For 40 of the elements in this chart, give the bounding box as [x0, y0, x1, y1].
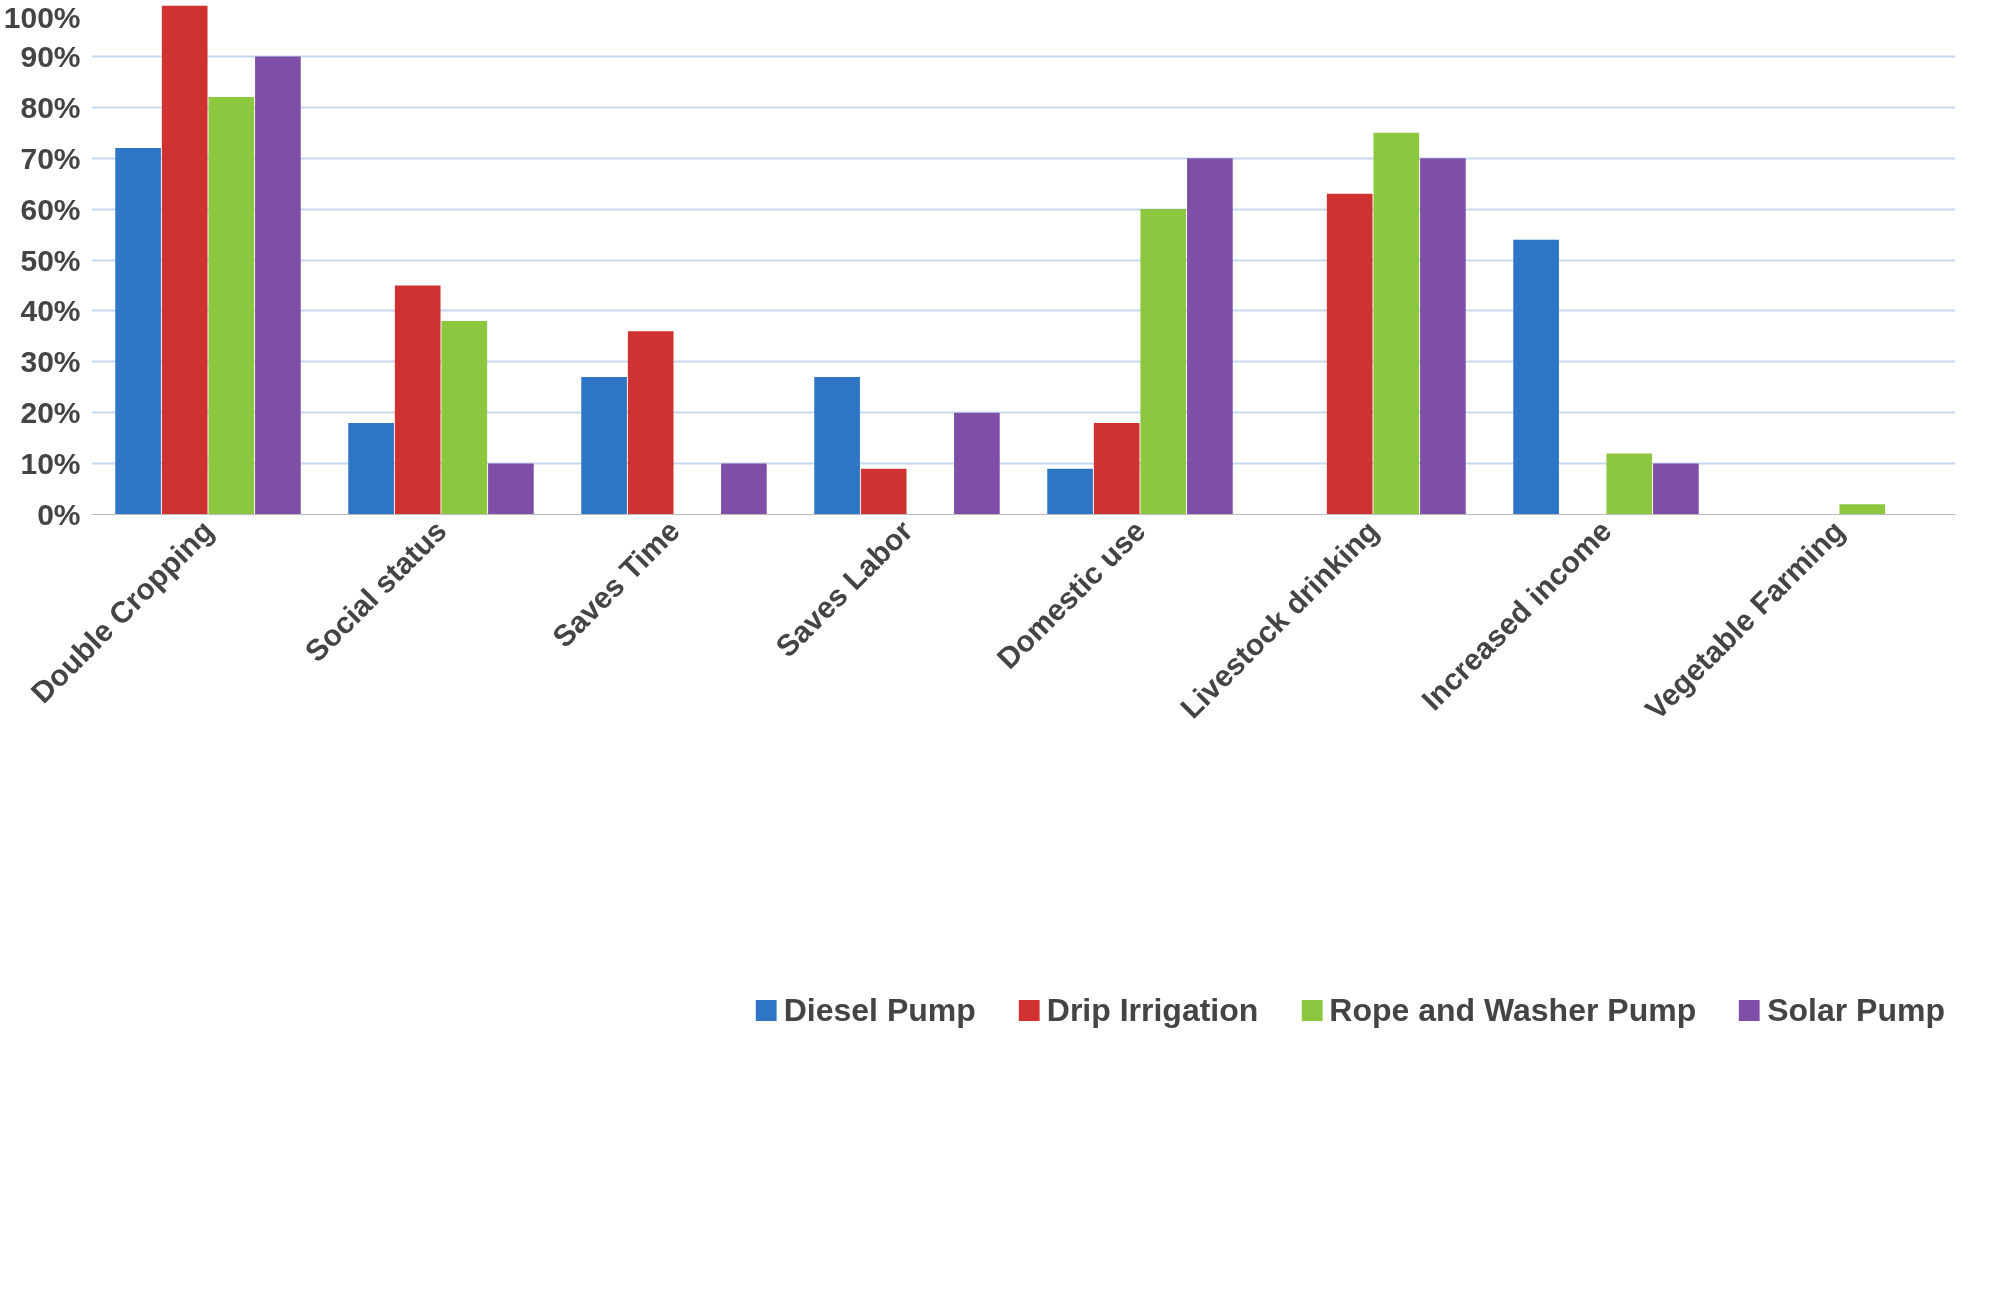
bar — [954, 412, 1000, 515]
legend-label: Drip Irrigation — [1046, 991, 1259, 1029]
bar — [1606, 453, 1653, 515]
bar — [1187, 158, 1233, 515]
bar — [814, 377, 860, 515]
y-tick-label: 100% — [3, 0, 81, 34]
bar — [1839, 504, 1886, 515]
bar — [627, 331, 674, 515]
y-tick-label: 50% — [20, 243, 81, 277]
bar — [208, 97, 255, 515]
bar — [161, 5, 208, 515]
bar — [1140, 209, 1187, 515]
bar — [860, 468, 907, 515]
y-tick-label: 10% — [20, 447, 81, 481]
bar — [1420, 158, 1466, 515]
bar — [721, 463, 767, 515]
bar — [1373, 132, 1420, 515]
legend-label: Diesel Pump — [783, 991, 976, 1029]
y-tick-label: 30% — [20, 345, 81, 379]
bar — [581, 377, 627, 515]
bar — [1653, 463, 1699, 515]
bar — [394, 285, 441, 515]
bar — [348, 422, 394, 515]
y-tick-label: 80% — [20, 90, 81, 124]
bar — [1513, 239, 1559, 515]
y-tick-label: 40% — [20, 294, 81, 328]
bar — [115, 148, 161, 515]
legend-label: Rope and Washer Pump — [1329, 991, 1697, 1029]
bar — [1093, 422, 1140, 515]
y-tick-label: 90% — [20, 39, 81, 73]
y-tick-label: 20% — [20, 396, 81, 430]
bar — [488, 463, 534, 515]
bar — [1326, 193, 1373, 515]
bar — [255, 56, 301, 515]
y-tick-label: 0% — [37, 498, 81, 531]
bar — [441, 321, 488, 515]
y-tick-label: 60% — [20, 192, 81, 226]
legend-label: Solar Pump — [1767, 991, 1945, 1029]
bar — [1047, 468, 1093, 515]
y-tick-label: 70% — [20, 141, 81, 175]
